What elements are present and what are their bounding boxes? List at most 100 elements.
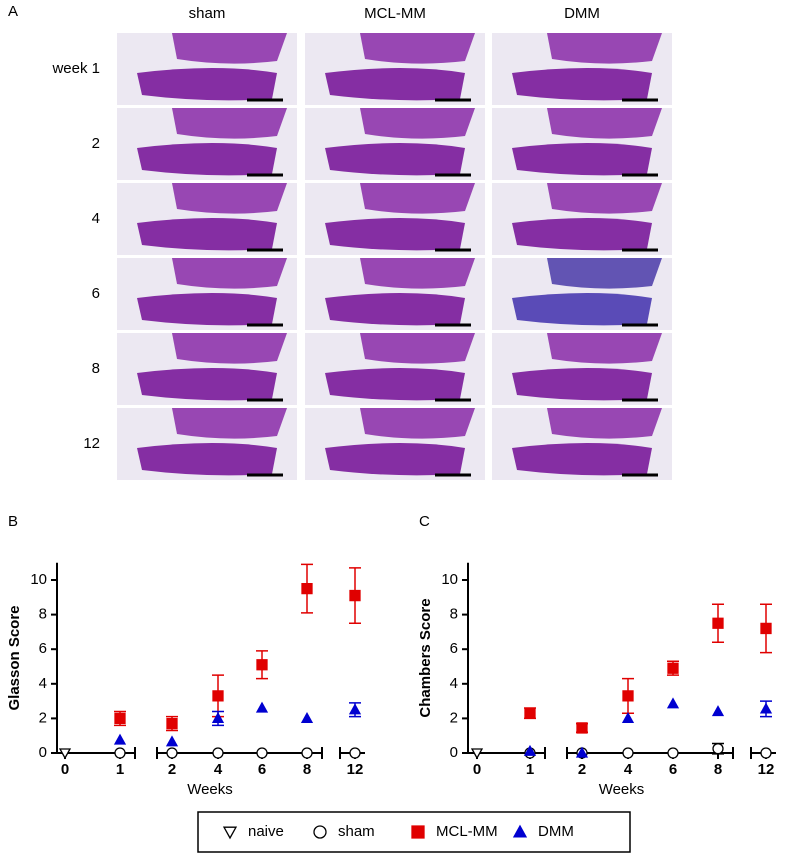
x-tick-label: 0 (61, 761, 69, 778)
y-tick-label: 0 (450, 744, 458, 761)
data-point (712, 617, 724, 629)
tissue-upper (360, 408, 475, 439)
x-tick-label: 2 (168, 761, 176, 778)
tissue-lower (512, 368, 652, 401)
data-point (711, 705, 725, 717)
x-tick-label: 6 (669, 761, 677, 778)
tissue-upper (547, 408, 662, 439)
tissue-upper (360, 258, 475, 289)
row-label: week 1 (51, 60, 100, 77)
tissue-lower (325, 293, 465, 326)
data-point (349, 589, 361, 602)
panel-label: B (8, 513, 18, 530)
data-point (301, 747, 313, 759)
legend-label: sham (338, 823, 375, 840)
data-point (256, 659, 268, 671)
data-point (166, 717, 178, 730)
tissue-lower (512, 218, 652, 251)
data-point (759, 702, 773, 714)
x-tick-label: 2 (578, 761, 586, 778)
tissue-upper (172, 33, 287, 64)
data-point (575, 746, 589, 758)
tissue-upper (547, 183, 662, 214)
x-axis-label: Weeks (599, 781, 645, 798)
data-point (211, 712, 225, 724)
tissue-lower (137, 368, 277, 401)
tissue-lower (137, 143, 277, 176)
column-label: MCL-MM (364, 5, 426, 22)
legend-marker (411, 825, 425, 839)
tissue-upper (360, 333, 475, 364)
tissue-lower (325, 143, 465, 176)
legend-label: naive (248, 823, 284, 840)
tissue-lower (137, 443, 277, 476)
tissue-lower (137, 68, 277, 101)
tissue-lower (137, 293, 277, 326)
row-label: 2 (92, 135, 100, 152)
data-point (113, 733, 127, 745)
legend-label: MCL-MM (436, 823, 498, 840)
tissue-upper (360, 108, 475, 139)
panel-label: C (419, 513, 430, 530)
tissue-upper (547, 108, 662, 139)
data-point (622, 747, 634, 759)
tissue-lower (512, 143, 652, 176)
data-point (712, 743, 724, 755)
y-tick-label: 2 (450, 709, 458, 726)
tissue-upper (360, 183, 475, 214)
tissue-lower (512, 443, 652, 476)
y-tick-label: 6 (39, 640, 47, 657)
legend-marker (222, 826, 238, 840)
legend-label: DMM (538, 823, 574, 840)
x-tick-label: 4 (624, 761, 633, 778)
legend-box (197, 811, 631, 853)
data-point (166, 747, 178, 759)
data-point (212, 690, 224, 702)
data-point (621, 712, 635, 724)
legend-marker (512, 824, 528, 838)
data-point (760, 747, 772, 759)
x-axis-label: Weeks (187, 781, 233, 798)
y-axis-label: Glasson Score (6, 605, 23, 710)
y-tick-label: 2 (39, 709, 47, 726)
y-axis-label: Chambers Score (417, 598, 434, 717)
data-point (212, 747, 224, 759)
tissue-upper (547, 333, 662, 364)
y-tick-label: 10 (441, 571, 458, 588)
tissue-lower (325, 443, 465, 476)
data-point (255, 701, 269, 713)
row-label: 8 (92, 360, 100, 377)
tissue-lower (325, 218, 465, 251)
y-tick-label: 10 (30, 571, 47, 588)
tissue-lower (325, 68, 465, 101)
y-tick-label: 6 (450, 640, 458, 657)
data-point (523, 744, 537, 756)
x-tick-label: 1 (526, 761, 534, 778)
data-point (114, 747, 126, 759)
x-tick-label: 1 (116, 761, 124, 778)
x-tick-label: 12 (758, 761, 775, 778)
data-point (349, 747, 361, 759)
data-point (348, 703, 362, 715)
data-point (470, 748, 484, 760)
data-point (300, 712, 314, 724)
tissue-upper (547, 258, 662, 289)
tissue-upper (172, 408, 287, 439)
data-point (58, 748, 72, 760)
tissue-upper (172, 333, 287, 364)
y-tick-label: 8 (39, 606, 47, 623)
data-point (760, 622, 772, 635)
tissue-upper (547, 33, 662, 64)
data-point (667, 747, 679, 759)
tissue-upper (172, 108, 287, 139)
tissue-upper (172, 183, 287, 214)
data-point (256, 747, 268, 759)
y-tick-label: 0 (39, 744, 47, 761)
tissue-lower (137, 218, 277, 251)
data-point (114, 712, 126, 725)
legend-marker (313, 825, 327, 839)
column-label: sham (189, 5, 226, 22)
data-point (301, 583, 313, 595)
